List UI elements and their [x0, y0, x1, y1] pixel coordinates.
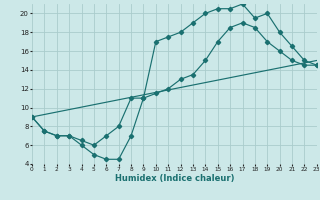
X-axis label: Humidex (Indice chaleur): Humidex (Indice chaleur): [115, 174, 234, 183]
